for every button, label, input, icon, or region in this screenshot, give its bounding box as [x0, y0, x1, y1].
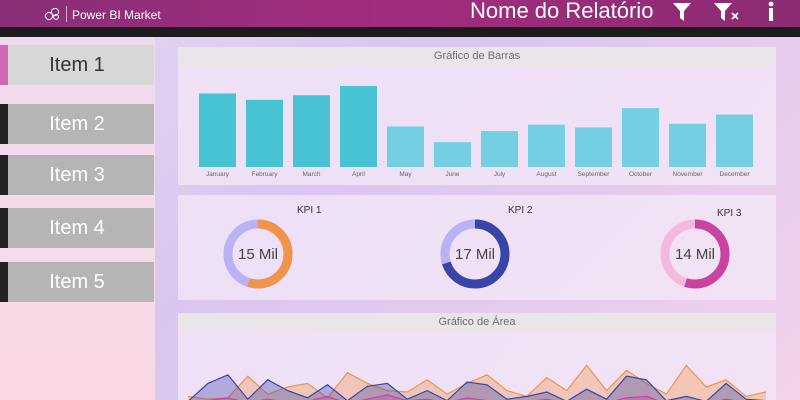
- sidebar-item-5[interactable]: Item 5: [0, 262, 154, 302]
- bar-october[interactable]: [622, 108, 659, 167]
- item-indicator: [0, 155, 8, 195]
- kpi-2-value: 17 Mil: [454, 246, 495, 263]
- x-tick-label: February: [251, 171, 278, 178]
- item-indicator: [0, 104, 8, 144]
- sidebar-item-label: Item 1: [49, 53, 105, 76]
- kpi-3-value: 14 Mil: [674, 246, 715, 263]
- logo-icon: [44, 7, 60, 21]
- bar-chart-title: Gráfico de Barras: [178, 47, 776, 65]
- area-chart-panel: Gráfico de Área: [178, 313, 776, 400]
- sidebar-item-4[interactable]: Item 4: [0, 208, 154, 248]
- bar-march[interactable]: [293, 95, 330, 167]
- x-tick-label: September: [578, 171, 611, 178]
- bar-december[interactable]: [716, 114, 753, 167]
- x-tick-label: November: [673, 171, 704, 178]
- app-name: Power BI Market: [72, 8, 161, 22]
- kpi-1-donut: [223, 219, 293, 289]
- area-series-1: [188, 365, 766, 400]
- area-chart-title: Gráfico de Área: [178, 313, 776, 331]
- bar-may[interactable]: [387, 126, 424, 167]
- sidebar-item-label: Item 5: [49, 270, 105, 293]
- x-tick-label: January: [206, 171, 230, 178]
- sidebar: Item 1 Item 2 Item 3 Item 4 Item 5: [0, 37, 155, 400]
- top-bar-strip: [0, 27, 800, 37]
- area-chart: [187, 364, 767, 400]
- x-tick-label: July: [494, 171, 506, 178]
- kpi-2-donut: [440, 219, 510, 289]
- kpi-3-label: KPI 3: [717, 208, 742, 219]
- x-tick-label: May: [399, 171, 412, 178]
- kpi-1-value: 15 Mil: [237, 246, 278, 263]
- x-tick-label: December: [720, 171, 751, 178]
- x-tick-label: October: [629, 171, 653, 178]
- kpi-panel: KPI 1 15 Mil KPI 2 17 Mil KPI 3 14 Mil: [178, 195, 776, 300]
- sidebar-item-3[interactable]: Item 3: [0, 155, 154, 195]
- sidebar-item-label: Item 3: [49, 163, 105, 186]
- bar-april[interactable]: [340, 86, 377, 167]
- x-tick-label: June: [445, 171, 459, 178]
- top-bar: Power BI Market Nome do Relatório: [0, 0, 800, 27]
- bar-february[interactable]: [246, 99, 283, 167]
- x-tick-label: August: [536, 171, 556, 178]
- bar-july[interactable]: [481, 131, 518, 167]
- bar-chart: January February March April May June July Augu…: [199, 86, 753, 178]
- sidebar-item-label: Item 4: [49, 216, 105, 239]
- area-series-2: [189, 374, 757, 400]
- report-title: Nome do Relatório: [470, 0, 654, 23]
- info-icon[interactable]: [764, 1, 778, 23]
- item-indicator: [0, 208, 8, 248]
- active-indicator: [0, 45, 8, 85]
- sidebar-item-2[interactable]: Item 2: [0, 104, 154, 144]
- kpi-1-label: KPI 1: [297, 205, 322, 216]
- donut-fill: [440, 219, 510, 289]
- area-series-3-line: [208, 394, 734, 400]
- logo-divider: [66, 6, 67, 22]
- donut-fill: [223, 219, 293, 289]
- bar-november[interactable]: [669, 123, 706, 167]
- sidebar-item-label: Item 2: [49, 112, 105, 135]
- x-tick-label: March: [302, 171, 320, 178]
- donut-fill: [660, 219, 730, 289]
- x-tick-label: April: [352, 171, 366, 178]
- bar-january[interactable]: [199, 93, 236, 167]
- bar-chart-panel: Gráfico de Barras January February March Ap…: [178, 47, 776, 185]
- clear-filter-icon[interactable]: [713, 1, 741, 23]
- kpi-2-label: KPI 2: [508, 205, 533, 216]
- item-indicator: [0, 262, 8, 302]
- kpi-3-donut: [660, 219, 730, 289]
- bar-june[interactable]: [434, 142, 471, 167]
- bar-september[interactable]: [575, 127, 612, 167]
- sidebar-item-1[interactable]: Item 1: [0, 45, 154, 85]
- bar-august[interactable]: [528, 124, 565, 167]
- filter-icon[interactable]: [672, 1, 692, 23]
